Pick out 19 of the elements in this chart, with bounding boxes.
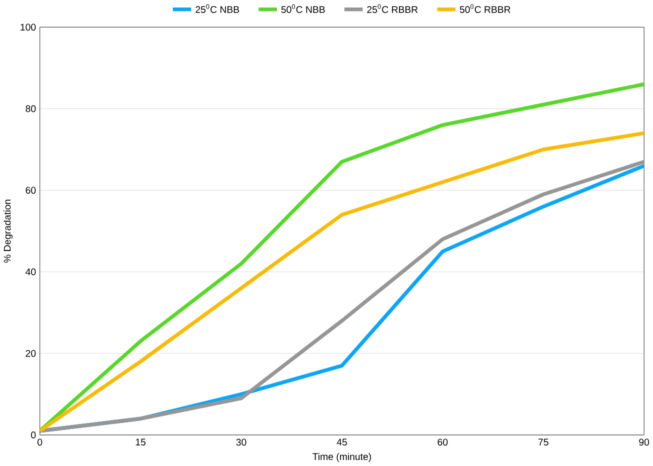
y-tick-label: 0: [31, 432, 36, 439]
x-tick-label: 0: [38, 438, 42, 446]
x-tick-label: 60: [438, 438, 448, 446]
legend-label: 50$^{0}$C RBBR: [460, 4, 510, 14]
x-tick-label: 15: [136, 438, 146, 446]
y-tick-label: 20: [26, 350, 36, 358]
y-tick-label: 100: [20, 24, 36, 31]
legend-label: 25$^{0}$C RBBR: [367, 4, 418, 14]
y-axis-title: % Degradation: [4, 200, 13, 263]
x-tick-label: 90: [639, 438, 650, 446]
y-tick-label: 60: [26, 187, 36, 194]
legend-label: 25$^{0}$C NBB: [196, 4, 240, 14]
x-tick-label: 45: [336, 438, 347, 446]
x-tick-label: 30: [236, 438, 246, 446]
x-axis-title: Time (minute): [312, 453, 371, 462]
y-tick-label: 40: [26, 268, 36, 276]
y-tick-label: 80: [26, 106, 36, 112]
legend-label: 50$^{0}$C NBB: [281, 4, 325, 14]
x-tick-label: 75: [538, 438, 548, 446]
